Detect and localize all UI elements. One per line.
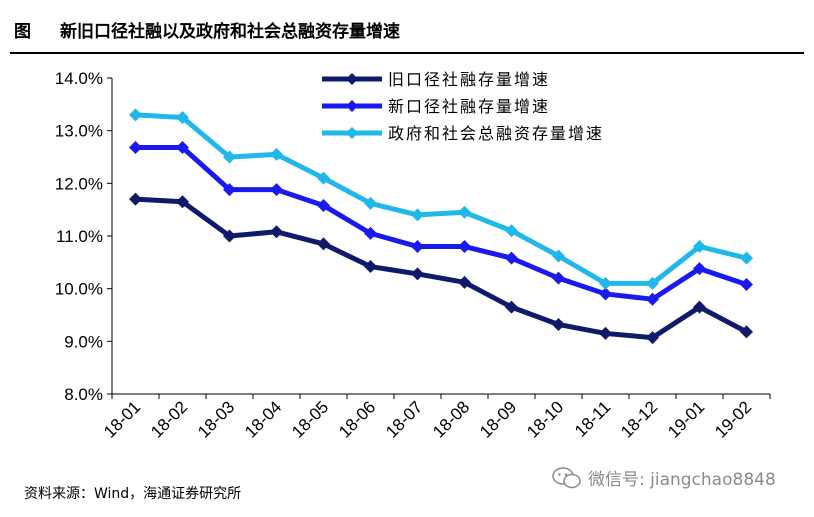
- y-tick-label: 8.0%: [64, 385, 103, 404]
- data-point: [223, 183, 236, 197]
- data-point: [317, 198, 330, 212]
- data-point: [646, 331, 659, 345]
- data-point: [552, 317, 565, 331]
- x-tick-label: 18-04: [241, 397, 285, 441]
- data-point: [740, 325, 753, 339]
- series-line-3: [135, 112, 748, 286]
- source-note: 资料来源：Wind，海通证券研究所: [24, 486, 242, 502]
- data-point: [223, 150, 236, 164]
- data-point: [552, 249, 565, 263]
- data-point: [411, 208, 424, 222]
- y-tick-label: 13.0%: [55, 122, 103, 141]
- data-point: [646, 292, 659, 306]
- data-point: [505, 251, 518, 265]
- data-point: [364, 196, 377, 210]
- data-point: [599, 326, 612, 340]
- x-tick-label: 18-12: [617, 397, 661, 441]
- data-point: [176, 141, 189, 155]
- wechat-icon: [552, 466, 581, 488]
- data-point: [505, 300, 518, 314]
- data-point: [223, 229, 236, 243]
- data-point: [270, 147, 283, 161]
- data-point: [411, 240, 424, 254]
- data-point: [317, 237, 330, 251]
- x-tick-label: 18-09: [476, 397, 520, 441]
- figure-label: 图: [14, 22, 31, 42]
- series-line-2: [135, 145, 748, 302]
- legend-swatch-marker: [346, 73, 358, 85]
- data-point: [176, 195, 189, 209]
- figure-title: 图 新旧口径社融以及政府和社会总融资存量增速: [12, 18, 802, 46]
- x-tick-label: 18-06: [335, 397, 379, 441]
- figure-title-text: 新旧口径社融以及政府和社会总融资存量增速: [60, 22, 400, 42]
- data-point: [458, 240, 471, 254]
- data-point: [364, 260, 377, 274]
- legend-swatch-marker: [346, 100, 358, 112]
- data-point: [646, 276, 659, 290]
- legend-label: 新口径社融存量增速: [388, 97, 550, 116]
- x-tick-label: 18-03: [194, 397, 238, 441]
- data-point: [270, 183, 283, 197]
- legend-label: 旧口径社融存量增速: [388, 70, 550, 89]
- watermark: 微信号: jiangchao8848: [552, 465, 776, 490]
- y-tick-label: 10.0%: [55, 280, 103, 299]
- data-point: [693, 262, 706, 276]
- y-tick-label: 11.0%: [56, 227, 103, 246]
- watermark-text: 微信号: jiangchao8848: [588, 470, 776, 490]
- data-point: [458, 275, 471, 289]
- data-point: [552, 271, 565, 285]
- data-point: [599, 287, 612, 301]
- x-tick-label: 18-01: [100, 397, 144, 441]
- data-point: [317, 171, 330, 185]
- title-divider: [10, 52, 804, 54]
- x-tick-label: 18-07: [382, 397, 426, 441]
- x-tick-label: 18-05: [288, 397, 332, 441]
- y-tick-label: 9.0%: [64, 332, 103, 351]
- data-point: [458, 205, 471, 219]
- data-point: [129, 108, 142, 122]
- data-point: [270, 225, 283, 239]
- data-point: [740, 251, 753, 265]
- x-tick-label: 19-01: [664, 397, 708, 441]
- data-point: [129, 192, 142, 206]
- x-tick-label: 19-02: [711, 397, 755, 441]
- y-tick-label: 14.0%: [55, 69, 103, 88]
- data-point: [364, 226, 377, 240]
- x-tick-label: 18-02: [147, 397, 191, 441]
- data-point: [505, 224, 518, 238]
- legend-swatch-marker: [346, 127, 358, 139]
- data-point: [129, 141, 142, 155]
- data-point: [693, 240, 706, 254]
- legend-label: 政府和社会总融资存量增速: [388, 124, 604, 143]
- series-line-1: [135, 196, 748, 341]
- data-point: [599, 276, 612, 290]
- y-tick-label: 12.0%: [55, 174, 103, 193]
- data-point: [740, 277, 753, 291]
- x-tick-label: 18-10: [523, 397, 567, 441]
- data-point: [411, 267, 424, 281]
- x-tick-label: 18-11: [571, 397, 614, 440]
- data-point: [693, 300, 706, 314]
- x-tick-label: 18-08: [429, 397, 473, 441]
- data-point: [176, 111, 189, 124]
